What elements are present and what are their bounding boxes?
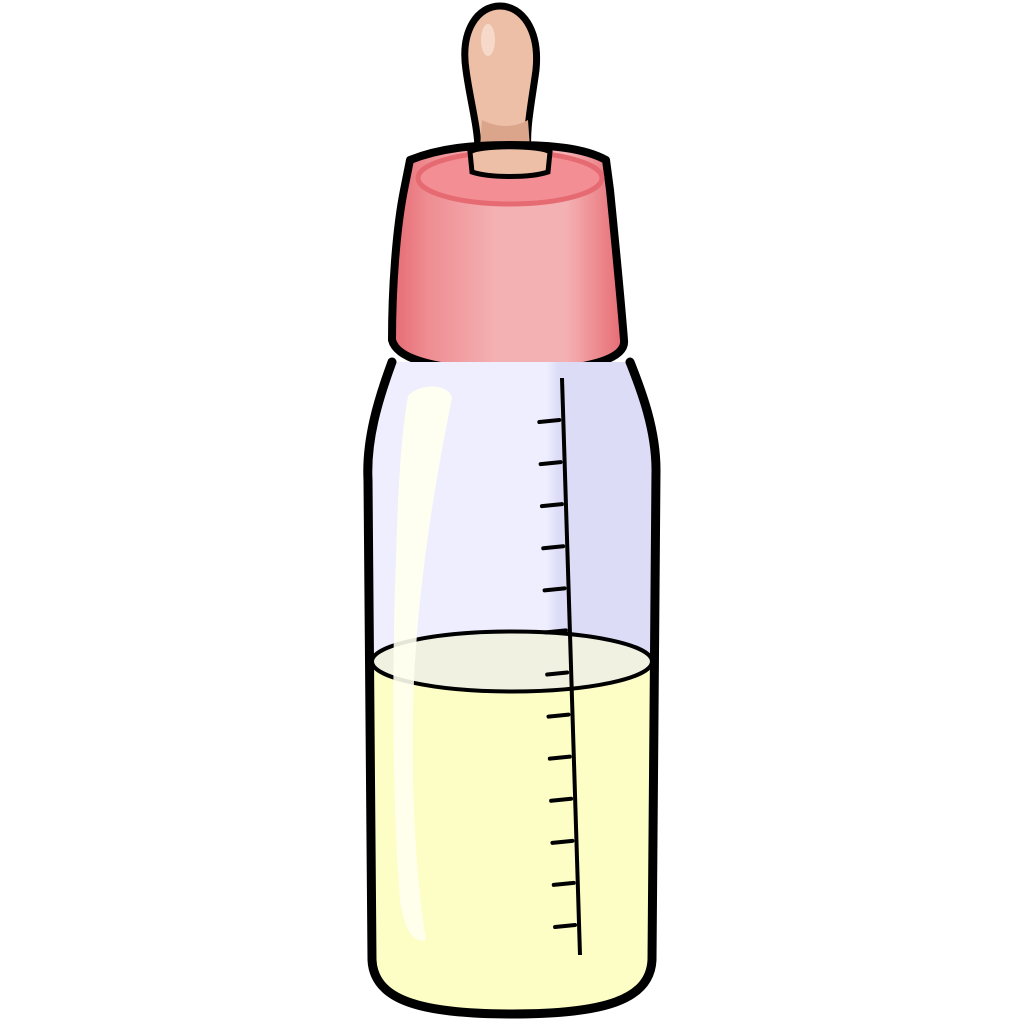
measurement-tick	[543, 628, 568, 635]
measurement-tick	[538, 460, 563, 467]
measurement-tick	[550, 838, 575, 845]
milk-fill	[367, 629, 656, 1014]
measurement-tick	[541, 544, 566, 551]
measurement-scale	[537, 377, 582, 956]
measurement-tick	[546, 712, 571, 719]
measurement-tick	[545, 670, 570, 677]
measurement-tick	[537, 418, 562, 424]
bottle-cap	[388, 141, 629, 376]
measurement-tick	[549, 796, 574, 803]
measurement-tick	[547, 754, 572, 761]
measurement-tick	[542, 586, 567, 593]
bottle-body	[363, 357, 661, 1019]
nipple-icon	[461, 2, 541, 154]
measurement-tick	[551, 880, 576, 887]
measurement-tick	[539, 502, 564, 509]
measurement-tick	[553, 923, 578, 929]
